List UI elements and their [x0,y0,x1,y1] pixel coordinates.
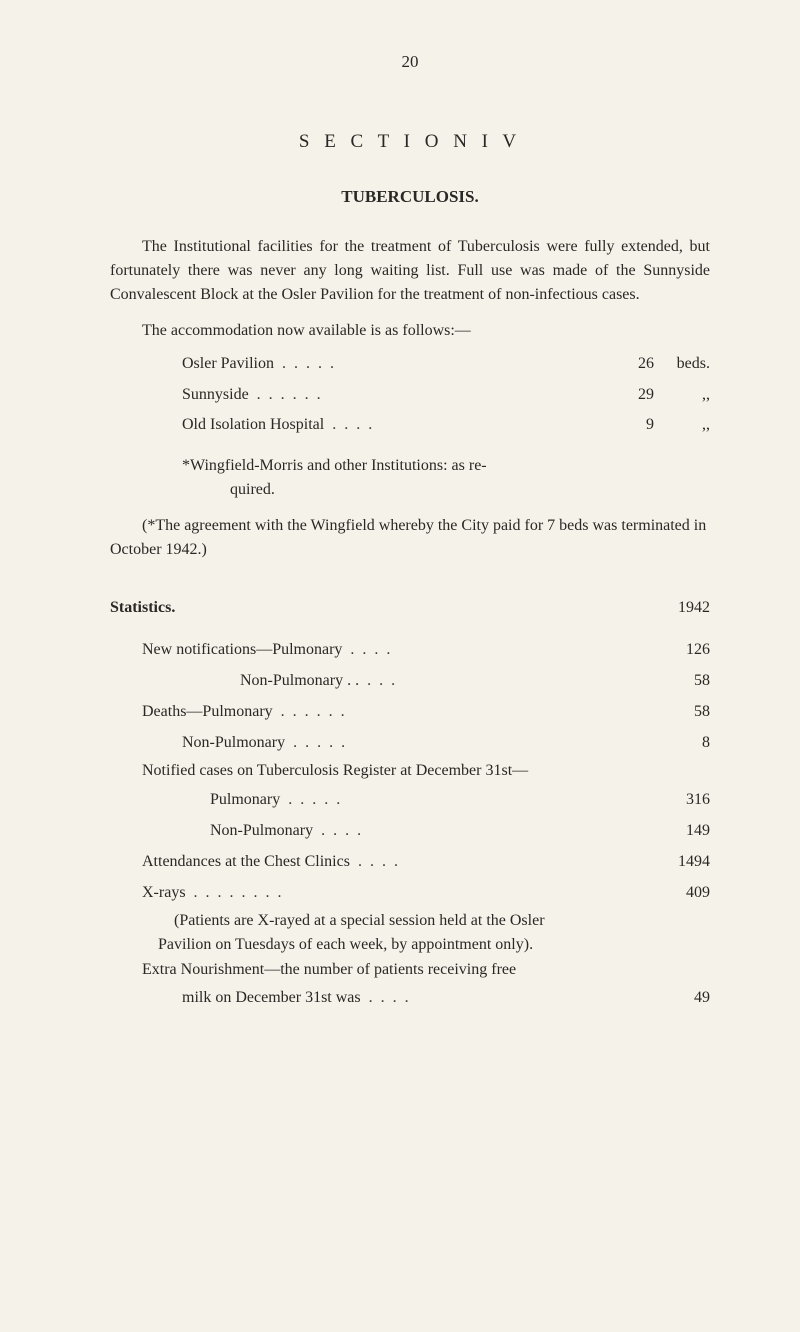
subtitle: TUBERCULOSIS. [110,185,710,209]
stat-value: 49 [654,982,710,1013]
wingfield-line-2: quired. [182,478,710,502]
statistics-label: Statistics. [110,592,175,623]
leader-dots: .... [361,982,654,1013]
statistics-year: 1942 [654,592,710,623]
leader-dots: ...... [249,380,624,410]
accommodation-value: 26 [624,349,654,379]
leader-dots: ... [359,665,654,696]
intro-paragraph: The Institutional facilities for the tre… [110,235,710,307]
stat-label: X-rays [142,877,186,908]
stat-value: 58 [654,665,710,696]
stat-row: New notifications—Pulmonary .... 126 [110,634,710,665]
accommodation-unit: beds. [654,349,710,379]
stat-row: Non-Pulmonary ..... 8 [110,727,710,758]
xrays-note-1: (Patients are X-rayed at a special sessi… [110,909,710,933]
stat-value: 126 [654,634,710,665]
leader-dots: .... [313,815,654,846]
leader-dots: .... [342,634,654,665]
stat-value: 58 [654,696,710,727]
accommodation-row: Osler Pavilion ..... 26 beds. [182,349,710,379]
accommodation-unit: ,, [654,380,710,410]
accommodation-label: Old Isolation Hospital [182,410,324,440]
wingfield-line-1: *Wingfield-Morris and other Institutions… [182,454,710,478]
extra-nourishment-line-1: Extra Nourishment—the number of patients… [110,957,710,983]
leader-dots: ........ [186,877,654,908]
leader-dots: .... [324,410,624,440]
notified-intro: Notified cases on Tuberculosis Register … [110,758,710,784]
leader-dots: ..... [285,727,654,758]
accommodation-value: 29 [624,380,654,410]
agreement-note: (*The agreement with the Wingfield where… [110,514,710,562]
stat-label: Non-Pulmonary . . [240,665,359,696]
stat-row: X-rays ........ 409 [110,877,710,908]
stat-value: 149 [654,815,710,846]
accommodation-intro: The accommodation now available is as fo… [110,319,710,343]
stat-label: Non-Pulmonary [182,727,285,758]
stat-row: Pulmonary ..... 316 [110,784,710,815]
leader-dots: .... [350,846,654,877]
stat-label: New notifications—Pulmonary [142,634,342,665]
accommodation-label: Sunnyside [182,380,249,410]
stat-label: milk on December 31st was [182,982,361,1013]
stat-label: Pulmonary [210,784,280,815]
accommodation-list: Osler Pavilion ..... 26 beds. Sunnyside … [182,349,710,440]
stat-row: Attendances at the Chest Clinics .... 14… [110,846,710,877]
stat-label: Deaths—Pulmonary [142,696,273,727]
leader-dots: ..... [274,349,624,379]
stat-label: Non-Pulmonary [210,815,313,846]
stat-value: 316 [654,784,710,815]
stat-value: 409 [654,877,710,908]
statistics-heading: Statistics. 1942 [110,592,710,623]
accommodation-row: Sunnyside ...... 29 ,, [182,380,710,410]
stat-row: Non-Pulmonary .... 149 [110,815,710,846]
stat-row: Non-Pulmonary . . ... 58 [110,665,710,696]
stat-value: 1494 [654,846,710,877]
accommodation-unit: ,, [654,410,710,440]
leader-dots: ...... [273,696,654,727]
accommodation-label: Osler Pavilion [182,349,274,379]
stat-label: Attendances at the Chest Clinics [142,846,350,877]
stat-row: milk on December 31st was .... 49 [110,982,710,1013]
section-title: S E C T I O N I V [110,129,710,156]
xrays-note-2: Pavilion on Tuesdays of each week, by ap… [110,933,710,957]
stat-row: Deaths—Pulmonary ...... 58 [110,696,710,727]
accommodation-value: 9 [624,410,654,440]
leader-dots: ..... [280,784,654,815]
accommodation-row: Old Isolation Hospital .... 9 ,, [182,410,710,440]
page-number: 20 [110,50,710,74]
stat-value: 8 [654,727,710,758]
